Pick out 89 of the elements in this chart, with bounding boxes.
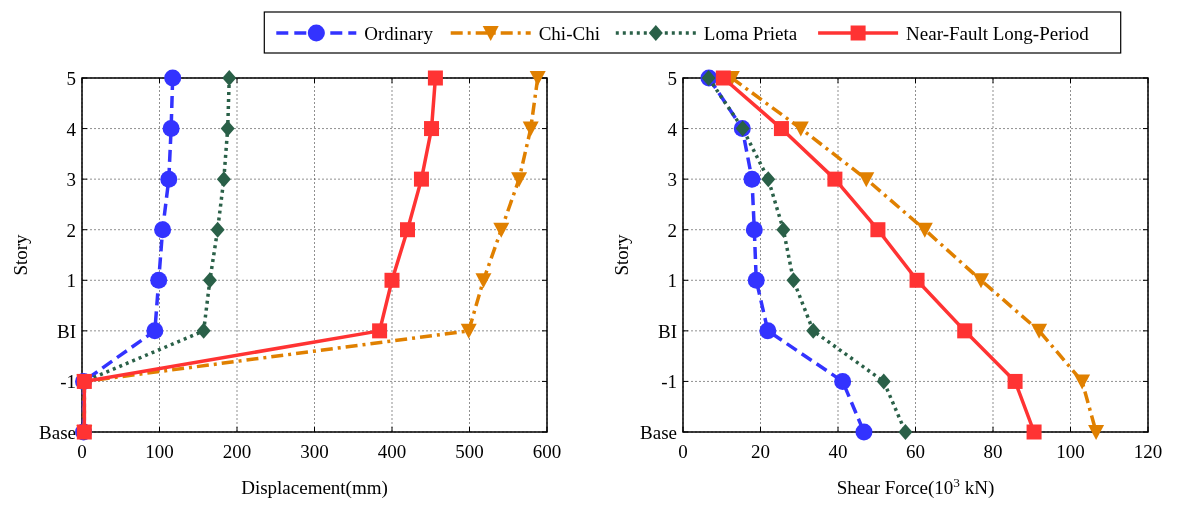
point	[747, 271, 765, 289]
x-tick-label: 0	[77, 441, 87, 462]
y-tick-label: 3	[66, 169, 76, 191]
x-tick-label: 100	[145, 441, 174, 462]
point	[898, 424, 913, 440]
legend-label: Chi-Chi	[538, 23, 600, 44]
x-tick-label: 60	[906, 441, 925, 462]
legend-label: Near-Fault Long-Period	[906, 23, 1090, 44]
point	[427, 70, 443, 86]
point	[160, 170, 178, 188]
y-tick-label: 3	[667, 169, 677, 191]
x-tick-label: 120	[1133, 441, 1163, 462]
point	[150, 271, 168, 289]
point	[220, 120, 235, 137]
point	[413, 171, 429, 187]
point	[1088, 425, 1105, 440]
x-tick-label: 300	[300, 441, 329, 462]
point	[164, 69, 182, 87]
x-tick-label: 80	[983, 441, 1003, 462]
point	[384, 272, 400, 288]
point	[222, 70, 237, 86]
x-tick-label: 500	[455, 441, 484, 462]
y-tick-label: 5	[667, 68, 677, 89]
point	[1007, 373, 1023, 389]
y-axis-title: Story	[611, 233, 632, 276]
y-tick-label: 5	[66, 68, 76, 89]
point	[400, 222, 415, 238]
point	[761, 171, 776, 188]
point	[522, 121, 539, 137]
x-tick-label: 0	[678, 441, 688, 462]
x-tick-label: 40	[828, 441, 848, 462]
y-tick-label: -1	[60, 371, 76, 393]
point	[511, 172, 528, 188]
point	[773, 121, 789, 137]
point	[957, 323, 973, 339]
point	[460, 323, 477, 339]
y-tick-label: 4	[66, 118, 77, 140]
y-tick-label: 2	[667, 219, 677, 241]
y-axis-title: Story	[10, 233, 31, 276]
y-tick-label: Base	[39, 422, 76, 443]
point	[909, 272, 925, 288]
y-tick-label: -1	[661, 371, 677, 393]
point	[834, 372, 852, 390]
point	[1026, 424, 1042, 440]
y-tick-label: 1	[667, 270, 677, 292]
point	[1074, 374, 1091, 390]
point	[876, 373, 891, 390]
point	[424, 121, 440, 137]
legend-label: Loma Prieta	[703, 23, 798, 44]
point	[916, 222, 933, 238]
point	[972, 273, 989, 289]
point	[216, 171, 231, 188]
point	[786, 272, 801, 289]
point	[715, 70, 731, 86]
y-tick-label: Base	[640, 422, 677, 443]
x-tick-label: 20	[751, 441, 770, 462]
legend-label: Ordinary	[364, 23, 434, 44]
point	[745, 221, 763, 239]
point	[493, 222, 510, 238]
y-tick-label: 1	[66, 270, 76, 292]
point	[858, 172, 875, 188]
y-tick-label: BI	[57, 320, 76, 342]
x-tick-label: 400	[377, 441, 407, 462]
point	[154, 221, 172, 239]
point	[196, 322, 211, 339]
point	[759, 322, 777, 340]
x-axis-title: Displacement(mm)	[241, 477, 388, 499]
y-tick-label: 4	[667, 118, 678, 140]
point	[162, 120, 180, 138]
point	[855, 423, 873, 441]
point	[529, 71, 546, 86]
point	[1031, 323, 1048, 339]
x-tick-label: 600	[532, 441, 562, 462]
y-tick-label: 2	[66, 219, 76, 241]
point	[146, 322, 164, 340]
x-tick-label: 200	[222, 441, 252, 462]
point	[776, 221, 791, 238]
point	[210, 221, 225, 238]
point	[806, 322, 821, 339]
y-tick-label: BI	[658, 320, 677, 342]
x-tick-label: 100	[1056, 441, 1085, 462]
point	[827, 171, 843, 187]
point	[743, 170, 761, 188]
x-axis-title: Shear Force(10$^{3}$ kN)	[836, 474, 995, 499]
point	[475, 273, 492, 289]
point	[792, 121, 809, 137]
point	[870, 222, 886, 238]
point	[202, 272, 217, 289]
point	[372, 323, 388, 339]
